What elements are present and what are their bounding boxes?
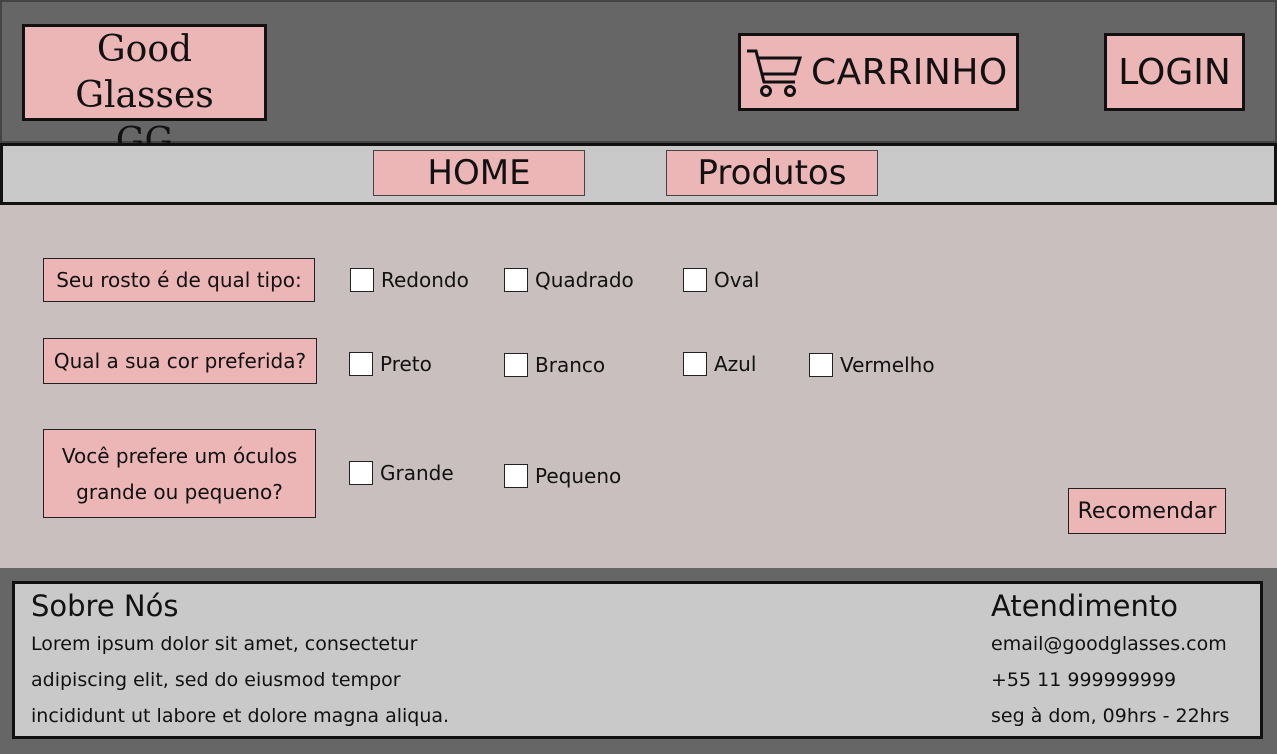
login-button[interactable]: LOGIN: [1104, 33, 1245, 111]
logo-line-1: Good Glasses: [75, 29, 214, 116]
about-line: Lorem ipsum dolor sit amet, consectetur: [31, 633, 418, 655]
checkbox[interactable]: [349, 461, 373, 485]
footer: [12, 581, 1263, 739]
option-label: Redondo: [381, 268, 469, 292]
color-question: Qual a sua cor preferida?: [43, 338, 317, 384]
service-phone[interactable]: +55 11 999999999: [991, 669, 1177, 691]
nav-produtos-button[interactable]: Produtos: [666, 150, 878, 196]
service-email[interactable]: email@goodglasses.com: [991, 633, 1227, 655]
about-line: incididunt ut labore et dolore magna ali…: [31, 705, 450, 727]
shopping-cart-icon: [747, 49, 803, 97]
option-label: Quadrado: [535, 268, 634, 292]
checkbox[interactable]: [809, 353, 833, 377]
option-label: Preto: [380, 352, 432, 376]
option-pequeno[interactable]: Pequeno: [504, 464, 621, 488]
checkbox[interactable]: [683, 352, 707, 376]
checkbox[interactable]: [504, 268, 528, 292]
about-line: adipiscing elit, sed do eiusmod tempor: [31, 669, 401, 691]
option-vermelho[interactable]: Vermelho: [809, 353, 935, 377]
nav-home-button[interactable]: HOME: [373, 150, 585, 196]
option-label: Oval: [714, 268, 760, 292]
size-question: Você prefere um óculos grande ou pequeno…: [43, 429, 316, 518]
option-azul[interactable]: Azul: [683, 352, 756, 376]
cart-button[interactable]: CARRINHO: [738, 33, 1019, 111]
option-label: Grande: [380, 461, 454, 485]
option-quadrado[interactable]: Quadrado: [504, 268, 634, 292]
option-redondo[interactable]: Redondo: [350, 268, 469, 292]
about-title: Sobre Nós: [31, 589, 179, 623]
option-grande[interactable]: Grande: [349, 461, 454, 485]
option-preto[interactable]: Preto: [349, 352, 432, 376]
cart-label: CARRINHO: [811, 51, 1008, 93]
option-label: Branco: [535, 353, 606, 377]
option-label: Azul: [714, 352, 757, 376]
option-oval[interactable]: Oval: [683, 268, 759, 292]
option-label: Pequeno: [535, 464, 622, 488]
service-hours: seg à dom, 09hrs - 22hrs: [991, 705, 1230, 727]
checkbox[interactable]: [350, 268, 374, 292]
logo[interactable]: Good Glasses GG: [22, 24, 267, 162]
checkbox[interactable]: [504, 464, 528, 488]
checkbox[interactable]: [349, 352, 373, 376]
checkbox[interactable]: [683, 268, 707, 292]
recommend-button[interactable]: Recomendar: [1068, 488, 1226, 534]
option-label: Vermelho: [840, 353, 935, 377]
nav-bar: [0, 143, 1277, 205]
option-branco[interactable]: Branco: [504, 353, 605, 377]
checkbox[interactable]: [504, 353, 528, 377]
face-type-question: Seu rosto é de qual tipo:: [43, 258, 315, 302]
service-title: Atendimento: [991, 589, 1178, 623]
